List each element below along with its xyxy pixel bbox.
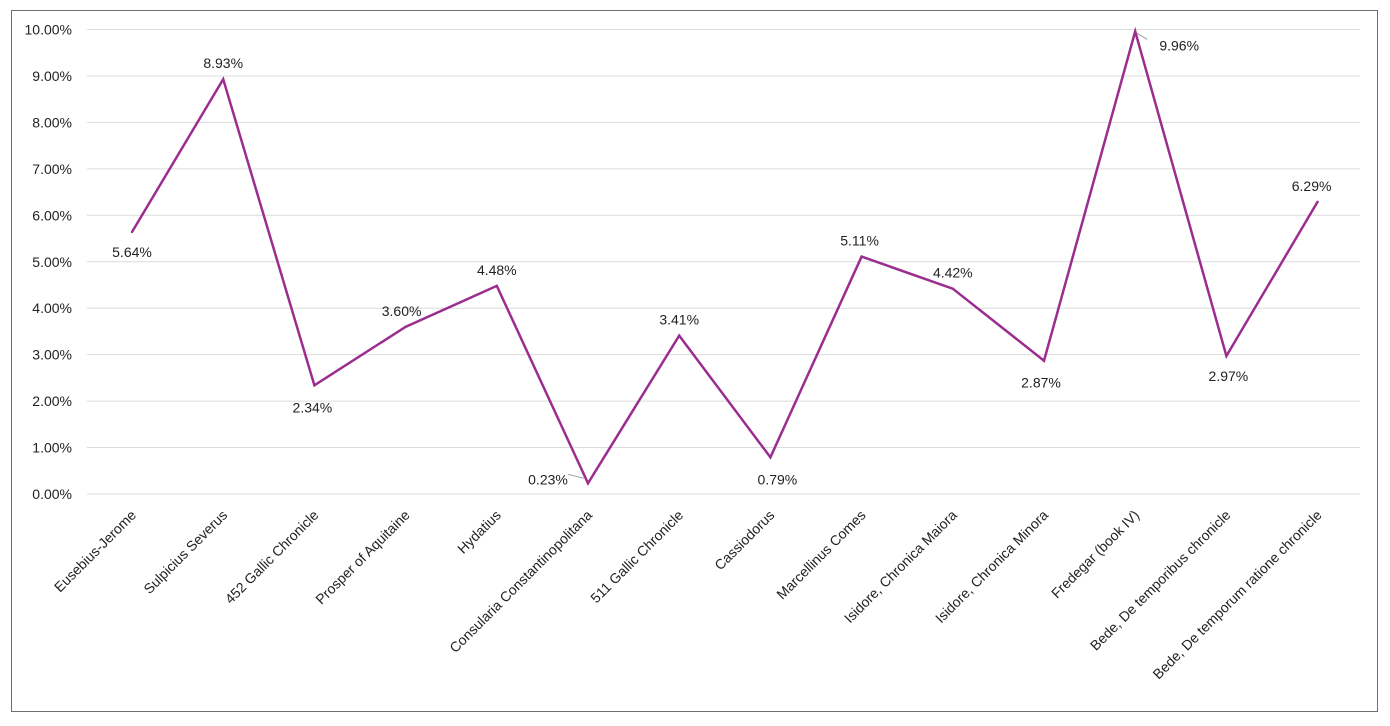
x-tick-label: Marcellinus Comes <box>773 507 868 602</box>
series-layer <box>130 26 1319 486</box>
y-tick-label: 4.00% <box>32 300 72 316</box>
data-point <box>222 78 225 81</box>
data-label: 9.96% <box>1159 37 1199 53</box>
data-point <box>404 325 407 328</box>
gridlines <box>87 29 1360 495</box>
label-leader-line <box>1136 32 1148 40</box>
x-tick-label: Hydatius <box>454 507 504 557</box>
data-label: 8.93% <box>203 55 243 71</box>
data-label: 0.23% <box>528 471 568 487</box>
data-label: 4.42% <box>933 265 973 281</box>
y-tick-label: 9.00% <box>32 68 72 84</box>
data-point <box>678 334 681 337</box>
data-label: 5.64% <box>112 244 152 260</box>
data-label: 5.11% <box>840 233 879 249</box>
data-point <box>860 255 863 258</box>
data-label: 4.48% <box>477 262 517 278</box>
data-label: 2.97% <box>1209 368 1249 384</box>
data-label: 0.79% <box>758 471 798 487</box>
x-tick-label: Prosper of Aquitaine <box>312 507 413 608</box>
y-tick-label: 0.00% <box>32 486 72 502</box>
y-tick-label: 8.00% <box>32 114 72 130</box>
label-leader-line <box>567 473 585 479</box>
x-tick-label: Fredegar (book IV) <box>1048 507 1142 601</box>
x-tick-label: Consularia Constantinopolitana <box>446 507 595 656</box>
data-point <box>313 384 316 387</box>
data-point <box>1042 359 1046 362</box>
series-line <box>130 26 1319 486</box>
y-axis-ticks: 0.00% 1.00% 2.00% 3.00% 4.00% 5.00% 6.00% 7.00%… <box>25 22 72 503</box>
data-point <box>130 230 134 234</box>
y-tick-label: 7.00% <box>32 161 72 177</box>
y-tick-label: 2.00% <box>32 393 72 409</box>
x-tick-label: Eusebius-Jerome <box>51 507 139 595</box>
data-point <box>769 456 772 459</box>
data-point <box>495 284 498 288</box>
data-point <box>1134 30 1137 33</box>
data-label: 6.29% <box>1292 178 1332 194</box>
data-label: 2.34% <box>293 399 333 415</box>
data-label: 2.87% <box>1021 375 1061 391</box>
data-label: 3.60% <box>382 303 422 319</box>
data-labels: 5.64% 8.93% 2.34% 3.60% 4.48% 0.23% 3.41% 0.79%… <box>112 32 1332 487</box>
data-point <box>586 482 590 485</box>
data-point <box>1225 354 1228 358</box>
x-tick-label: 511 Gallic Chronicle <box>587 507 686 606</box>
y-tick-label: 5.00% <box>32 254 72 270</box>
x-tick-label: Bede, De temporum ratione chronicle <box>1149 507 1324 682</box>
y-tick-label: 10.00% <box>25 22 72 38</box>
y-tick-label: 6.00% <box>32 207 72 223</box>
x-tick-label: Sulpicius Severus <box>140 507 230 597</box>
chart-frame <box>11 10 1378 712</box>
data-point <box>1316 200 1319 204</box>
data-point <box>951 287 954 290</box>
y-tick-label: 1.00% <box>32 440 72 456</box>
data-label: 3.41% <box>659 312 699 328</box>
x-tick-label: Cassiodorus <box>711 507 777 573</box>
y-tick-label: 3.00% <box>32 347 72 363</box>
x-tick-label: 452 Gallic Chronicle <box>222 507 322 607</box>
